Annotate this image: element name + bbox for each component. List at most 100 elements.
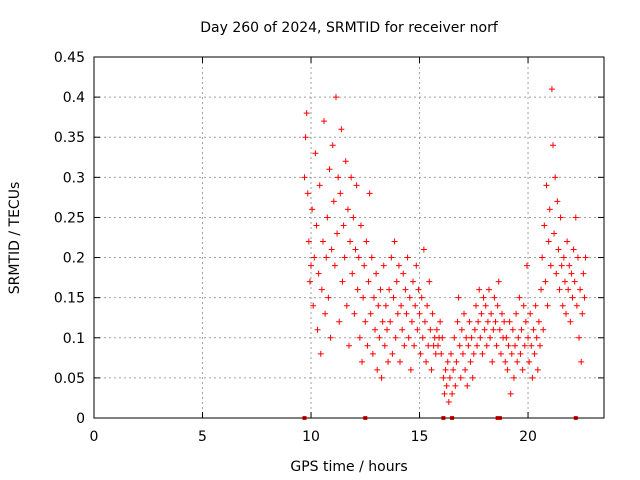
data-point: [419, 334, 426, 341]
data-point: [558, 262, 565, 269]
data-point: [434, 342, 441, 349]
data-point: [568, 270, 575, 277]
data-point: [365, 278, 372, 285]
data-point: [443, 382, 450, 389]
data-point: [576, 334, 583, 341]
data-point: [502, 358, 509, 365]
data-point: [582, 254, 589, 261]
data-point: [380, 262, 387, 269]
data-point: [383, 326, 390, 333]
data-point: [337, 190, 344, 197]
data-point: [577, 286, 584, 293]
data-point: [303, 110, 310, 117]
data-point: [423, 358, 430, 365]
data-point: [363, 238, 370, 245]
data-point: [397, 358, 403, 365]
data-point: [541, 222, 548, 229]
data-point: [401, 342, 408, 349]
data-point: [438, 350, 445, 357]
data-point: [494, 302, 501, 309]
data-point: [464, 382, 471, 389]
data-point: [386, 286, 393, 293]
data-point: [328, 246, 335, 253]
data-point: [516, 294, 523, 301]
data-point: [334, 230, 341, 237]
data-point: [527, 310, 534, 317]
data-point: [546, 206, 553, 213]
data-point: [491, 294, 498, 301]
data-point: [570, 246, 577, 253]
data-point: [420, 246, 427, 253]
data-point: [306, 278, 313, 285]
data-point: [458, 326, 465, 333]
data-point: [373, 270, 380, 277]
x-tick-label: 10: [302, 429, 320, 445]
x-tick-label: 5: [198, 429, 207, 445]
data-point: [346, 342, 352, 349]
data-point: [573, 302, 580, 309]
data-point: [580, 270, 587, 277]
data-point: [399, 326, 406, 333]
data-point: [538, 286, 545, 293]
data-point: [499, 310, 505, 317]
y-tick-label: 0.35: [54, 130, 85, 146]
data-point: [581, 294, 588, 301]
data-point: [369, 350, 376, 357]
data-point: [482, 302, 489, 309]
y-tick-label: 0.45: [54, 50, 85, 66]
data-point: [501, 318, 508, 325]
data-point: [427, 326, 434, 333]
data-point: [503, 334, 510, 341]
data-point: [534, 366, 541, 373]
data-point: [506, 318, 513, 325]
data-point: [481, 326, 488, 333]
data-point: [313, 222, 320, 229]
data-point: [536, 342, 543, 349]
data-point: [405, 334, 412, 341]
data-point: [331, 262, 338, 269]
data-point: [362, 318, 369, 325]
data-point: [455, 294, 462, 301]
data-point: [474, 342, 481, 349]
data-point: [395, 262, 402, 269]
data-point: [411, 342, 418, 349]
data-point: [426, 278, 433, 285]
data-point: [545, 238, 552, 245]
data-point: [533, 334, 540, 341]
data-point: [530, 326, 537, 333]
data-point: [569, 294, 576, 301]
y-tick-label: 0.4: [63, 90, 85, 106]
data-point: [315, 270, 322, 277]
data-point: [410, 278, 417, 285]
data-point: [370, 294, 377, 301]
data-point: [366, 190, 373, 197]
data-point: [429, 310, 436, 317]
data-point: [322, 310, 329, 317]
data-point: [378, 374, 385, 381]
data-point: [364, 342, 371, 349]
data-point: [336, 318, 343, 325]
data-point: [412, 302, 419, 309]
y-tick-label: 0.25: [54, 210, 85, 226]
data-point: [463, 334, 470, 341]
data-point: [415, 286, 422, 293]
data-point: [544, 302, 551, 309]
data-point: [475, 318, 482, 325]
y-tick-label: 0: [76, 411, 85, 427]
data-point: [452, 382, 459, 389]
x-axis-label: GPS time / hours: [290, 459, 407, 475]
data-point: [521, 342, 528, 349]
data-point: [449, 390, 456, 397]
data-point: [385, 358, 392, 365]
data-point: [314, 326, 321, 333]
data-point: [571, 278, 578, 285]
data-point: [505, 342, 512, 349]
data-point: [550, 142, 556, 149]
data-point: [469, 374, 476, 381]
data-point: [456, 342, 463, 349]
data-point: [471, 326, 478, 333]
data-point: [542, 278, 549, 285]
data-point: [555, 246, 562, 253]
data-point: [556, 286, 563, 293]
